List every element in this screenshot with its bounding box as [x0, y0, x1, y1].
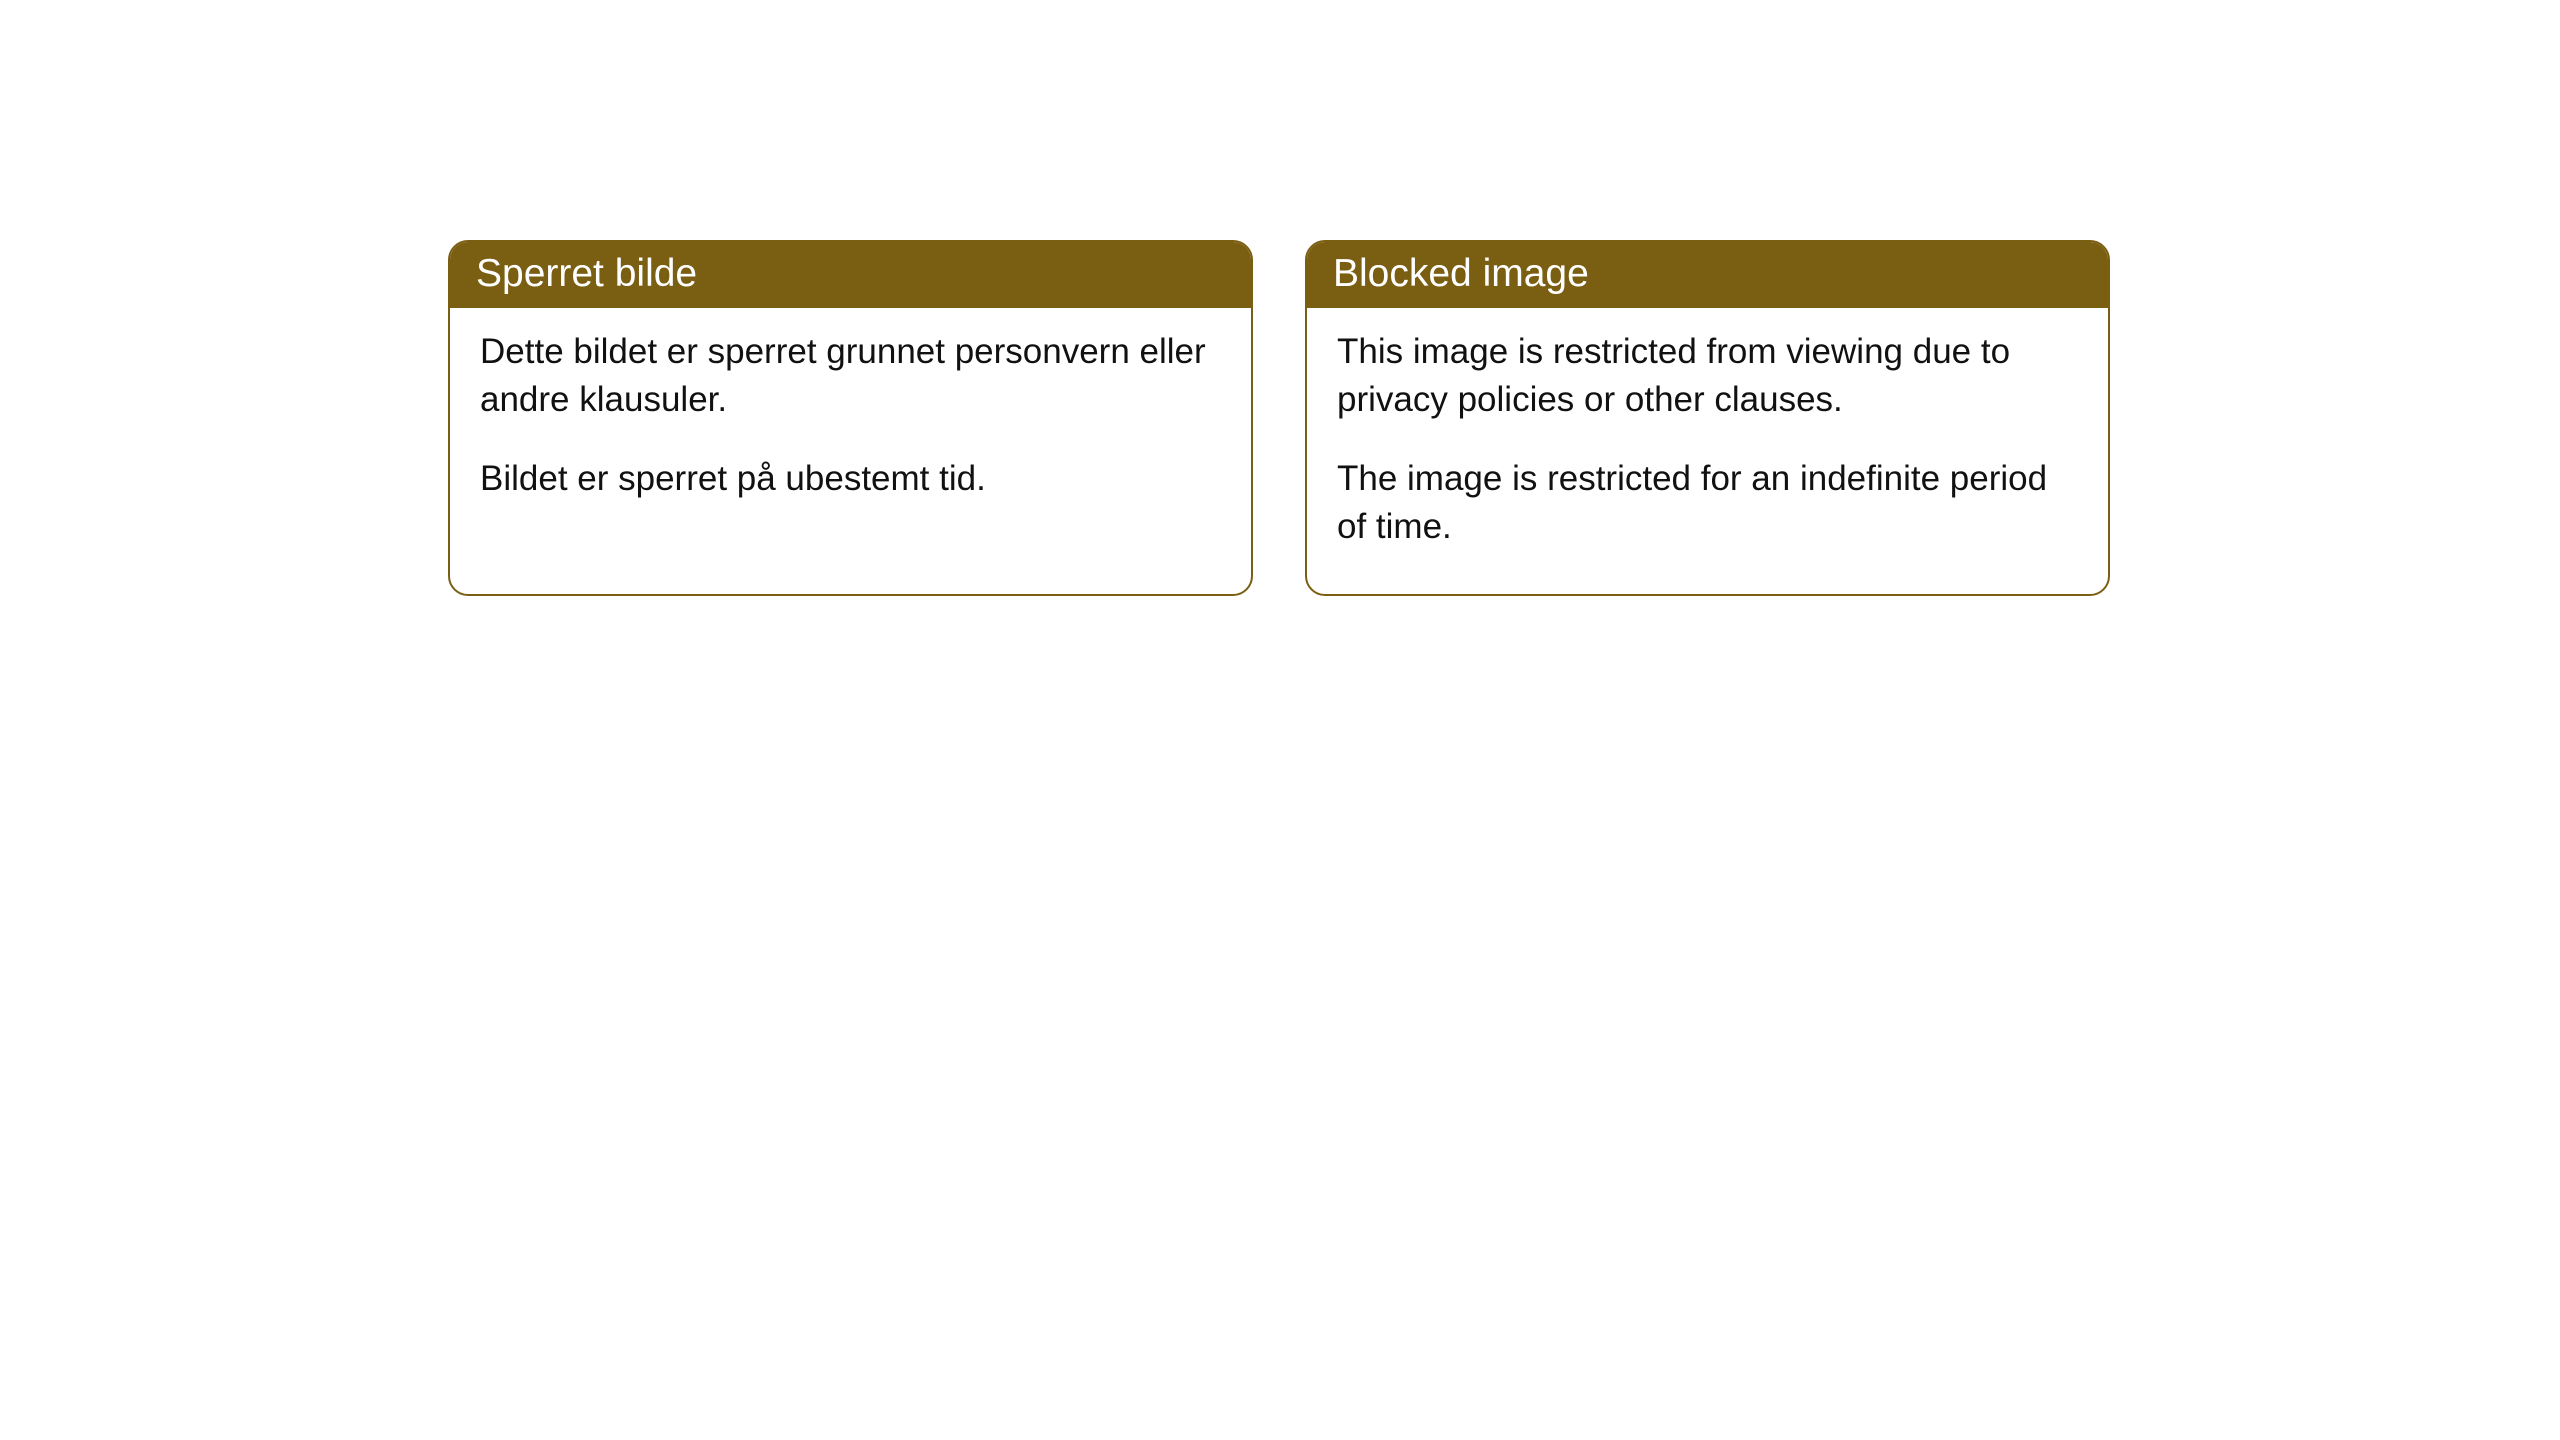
- card-text-norwegian: Dette bildet er sperret grunnet personve…: [480, 328, 1221, 503]
- card-title-norwegian: Sperret bilde: [476, 252, 697, 295]
- card-text-english: This image is restricted from viewing du…: [1337, 328, 2078, 550]
- card-header-english: Blocked image: [1307, 242, 2108, 308]
- blocked-image-card-norwegian: Sperret bilde Dette bildet er sperret gr…: [448, 240, 1253, 596]
- card-paragraph-english-1: This image is restricted from viewing du…: [1337, 328, 2078, 423]
- card-body-english: This image is restricted from viewing du…: [1307, 308, 2108, 594]
- card-paragraph-norwegian-2: Bildet er sperret på ubestemt tid.: [480, 455, 1221, 503]
- card-body-norwegian: Dette bildet er sperret grunnet personve…: [450, 308, 1251, 547]
- card-header-norwegian: Sperret bilde: [450, 242, 1251, 308]
- notice-cards-container: Sperret bilde Dette bildet er sperret gr…: [0, 0, 2560, 596]
- blocked-image-card-english: Blocked image This image is restricted f…: [1305, 240, 2110, 596]
- card-paragraph-english-2: The image is restricted for an indefinit…: [1337, 455, 2078, 550]
- card-title-english: Blocked image: [1333, 252, 1589, 295]
- card-paragraph-norwegian-1: Dette bildet er sperret grunnet personve…: [480, 328, 1221, 423]
